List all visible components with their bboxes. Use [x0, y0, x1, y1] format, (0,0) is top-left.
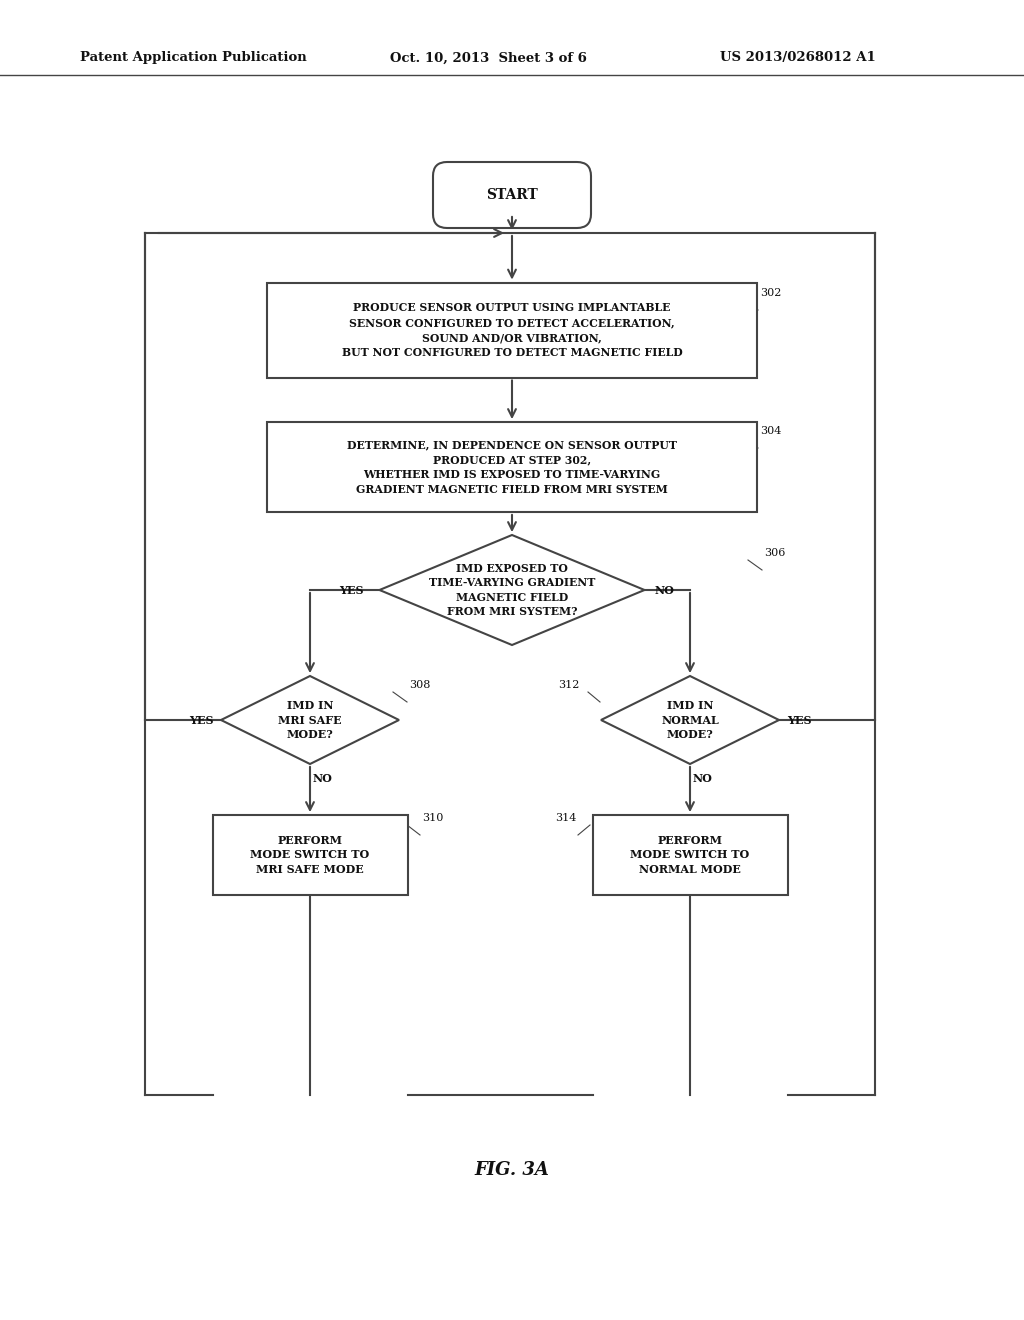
Text: IMD IN
MRI SAFE
MODE?: IMD IN MRI SAFE MODE? — [279, 700, 342, 741]
Text: YES: YES — [188, 714, 213, 726]
Text: YES: YES — [339, 585, 364, 595]
Polygon shape — [380, 535, 644, 645]
Polygon shape — [601, 676, 779, 764]
Text: PRODUCE SENSOR OUTPUT USING IMPLANTABLE
SENSOR CONFIGURED TO DETECT ACCELERATION: PRODUCE SENSOR OUTPUT USING IMPLANTABLE … — [342, 302, 682, 358]
Text: NO: NO — [312, 772, 332, 784]
Text: Oct. 10, 2013  Sheet 3 of 6: Oct. 10, 2013 Sheet 3 of 6 — [390, 51, 587, 65]
Bar — [267, 422, 757, 512]
Text: 302: 302 — [760, 288, 781, 298]
Polygon shape — [221, 676, 399, 764]
Text: 310: 310 — [422, 813, 443, 822]
Text: DETERMINE, IN DEPENDENCE ON SENSOR OUTPUT
PRODUCED AT STEP 302,
WHETHER IMD IS E: DETERMINE, IN DEPENDENCE ON SENSOR OUTPU… — [347, 440, 677, 495]
Text: IMD EXPOSED TO
TIME-VARYING GRADIENT
MAGNETIC FIELD
FROM MRI SYSTEM?: IMD EXPOSED TO TIME-VARYING GRADIENT MAG… — [429, 562, 595, 618]
Bar — [267, 282, 757, 378]
Text: PERFORM
MODE SWITCH TO
MRI SAFE MODE: PERFORM MODE SWITCH TO MRI SAFE MODE — [251, 836, 370, 875]
Text: Patent Application Publication: Patent Application Publication — [80, 51, 307, 65]
Text: NO: NO — [654, 585, 675, 595]
Text: IMD IN
NORMAL
MODE?: IMD IN NORMAL MODE? — [662, 700, 719, 741]
FancyBboxPatch shape — [433, 162, 591, 228]
Text: 308: 308 — [409, 680, 430, 690]
Text: NO: NO — [692, 772, 712, 784]
Text: 306: 306 — [764, 548, 785, 558]
Text: PERFORM
MODE SWITCH TO
NORMAL MODE: PERFORM MODE SWITCH TO NORMAL MODE — [631, 836, 750, 875]
Text: US 2013/0268012 A1: US 2013/0268012 A1 — [720, 51, 876, 65]
Text: 314: 314 — [555, 813, 577, 822]
Bar — [213, 814, 408, 895]
Text: FIG. 3A: FIG. 3A — [474, 1162, 550, 1179]
Text: 304: 304 — [760, 426, 781, 436]
Bar — [593, 814, 787, 895]
Text: YES: YES — [786, 714, 811, 726]
Text: START: START — [486, 187, 538, 202]
Text: 312: 312 — [558, 680, 580, 690]
